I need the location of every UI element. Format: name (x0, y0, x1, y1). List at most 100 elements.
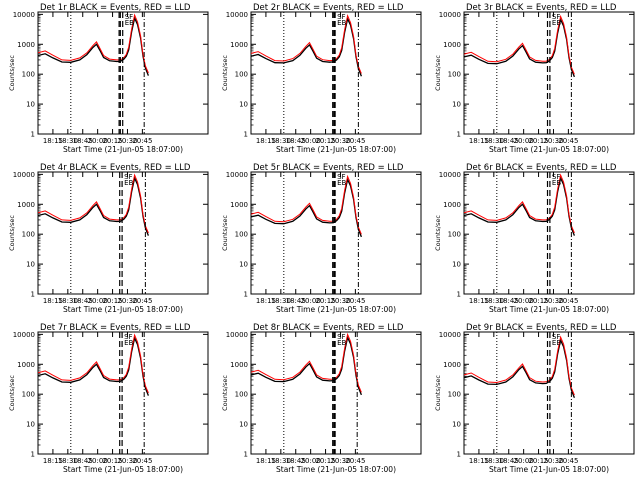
y-tick-label: 1 (244, 131, 248, 139)
x-tick-label: 20:00 (88, 297, 108, 305)
x-tick-label: 20:45 (132, 137, 152, 145)
x-tick-label: 20:45 (558, 457, 578, 465)
x-tick-label: 20:00 (514, 457, 534, 465)
x-tick-label: 20:30 (117, 137, 137, 145)
x-tick-label: 20:30 (117, 457, 137, 465)
x-axis-label: Start Time (21-Jun-05 18:07:00) (63, 305, 183, 314)
panel-title: Det 3r BLACK = Events, RED = LLD (466, 3, 617, 13)
x-tick-label: 20:15 (315, 137, 335, 145)
y-tick-label: 10 (26, 261, 35, 269)
x-tick-label: 18:30 (484, 297, 504, 305)
event-mark-eb: EB (552, 339, 561, 347)
event-mark-eb: EB (552, 179, 561, 187)
y-axis-label: Counts/sec (8, 215, 16, 251)
x-tick-label: 20:15 (528, 297, 548, 305)
series-events (38, 16, 150, 76)
panel-5: Det 5r BLACK = Events, RED = LLD 1 10 100 10… (221, 163, 422, 314)
y-tick-label: 1000 (230, 41, 248, 49)
y-tick-label: 10 (26, 421, 35, 429)
x-tick-label: 20:30 (330, 297, 350, 305)
x-tick-label: 20:30 (330, 457, 350, 465)
series-events (251, 177, 363, 238)
x-tick-label: 20:45 (345, 137, 365, 145)
x-tick-label: 20:45 (132, 297, 152, 305)
x-tick-label: 20:45 (345, 297, 365, 305)
y-axis-label: Counts/sec (221, 375, 229, 411)
y-tick-label: 1000 (17, 201, 35, 209)
panel-title: Det 7r BLACK = Events, RED = LLD (40, 323, 191, 333)
y-tick-label: 10000 (13, 171, 35, 179)
x-tick-label: 20:45 (558, 297, 578, 305)
x-tick-label: 20:45 (558, 137, 578, 145)
series-events (464, 338, 576, 398)
x-axis-label: Start Time (21-Jun-05 18:07:00) (276, 145, 396, 154)
y-tick-label: 1 (244, 451, 248, 459)
series-lld (464, 173, 575, 234)
panel-7: Det 7r BLACK = Events, RED = LLD 1 10 100 10… (8, 323, 209, 474)
x-tick-label: 20:00 (514, 297, 534, 305)
y-tick-label: 1000 (443, 41, 461, 49)
y-tick-label: 1 (457, 451, 461, 459)
x-tick-label: 20:00 (301, 137, 321, 145)
y-tick-label: 10000 (439, 171, 461, 179)
event-mark-eb: EB (124, 339, 133, 347)
series-events (251, 16, 363, 77)
x-tick-label: 18:15 (43, 457, 63, 465)
x-axis-label: Start Time (21-Jun-05 18:07:00) (489, 465, 609, 474)
y-tick-label: 100 (235, 231, 248, 239)
x-tick-label: 18:15 (469, 297, 489, 305)
y-tick-label: 1 (244, 291, 248, 299)
series-lld (38, 333, 149, 394)
plot-frame (250, 11, 422, 135)
event-mark-sf: SF (124, 173, 132, 181)
panel-1: Det 1r BLACK = Events, RED = LLD 1 10 100 10… (8, 3, 209, 154)
event-mark-sf: SF (552, 333, 560, 341)
panel-4: Det 4r BLACK = Events, RED = LLD 1 10 100 10… (8, 163, 209, 314)
y-tick-label: 1000 (230, 201, 248, 209)
series-lld (464, 14, 575, 75)
event-mark-sf: SF (124, 333, 132, 341)
x-tick-label: 18:15 (469, 137, 489, 145)
y-tick-label: 100 (22, 231, 35, 239)
plot-frame (250, 331, 422, 455)
x-axis-label: Start Time (21-Jun-05 18:07:00) (276, 305, 396, 314)
x-tick-label: 20:15 (102, 297, 122, 305)
x-axis-label: Start Time (21-Jun-05 18:07:00) (489, 145, 609, 154)
x-axis-label: Start Time (21-Jun-05 18:07:00) (489, 305, 609, 314)
y-tick-label: 10 (452, 261, 461, 269)
series-events (251, 335, 363, 396)
x-tick-label: 20:15 (315, 297, 335, 305)
x-tick-label: 20:15 (102, 457, 122, 465)
series-events (38, 336, 150, 396)
y-axis-label: Counts/sec (8, 375, 16, 411)
x-tick-label: 20:15 (528, 137, 548, 145)
y-tick-label: 1000 (17, 361, 35, 369)
x-tick-label: 20:30 (543, 137, 563, 145)
y-tick-label: 1 (457, 291, 461, 299)
x-tick-label: 18:45 (286, 297, 306, 305)
y-tick-label: 10000 (13, 331, 35, 339)
x-tick-label: 18:45 (286, 457, 306, 465)
y-tick-label: 1 (31, 291, 35, 299)
series-lld (464, 335, 575, 396)
y-tick-label: 1 (31, 131, 35, 139)
x-tick-label: 20:00 (88, 457, 108, 465)
x-tick-label: 18:30 (271, 137, 291, 145)
series-lld (251, 14, 362, 74)
series-lld (38, 173, 149, 234)
x-tick-label: 18:15 (469, 457, 489, 465)
series-lld (38, 13, 149, 74)
x-tick-label: 18:30 (271, 297, 291, 305)
x-tick-label: 18:45 (73, 457, 93, 465)
plot-frame (37, 171, 209, 295)
plot-frame (37, 331, 209, 455)
plot-frame (250, 171, 422, 295)
x-tick-label: 20:00 (88, 137, 108, 145)
event-mark-sf: SF (337, 13, 345, 21)
x-tick-label: 18:30 (484, 137, 504, 145)
x-tick-label: 18:15 (256, 137, 276, 145)
y-tick-label: 100 (448, 391, 461, 399)
x-tick-label: 20:30 (543, 457, 563, 465)
y-tick-label: 1000 (230, 361, 248, 369)
